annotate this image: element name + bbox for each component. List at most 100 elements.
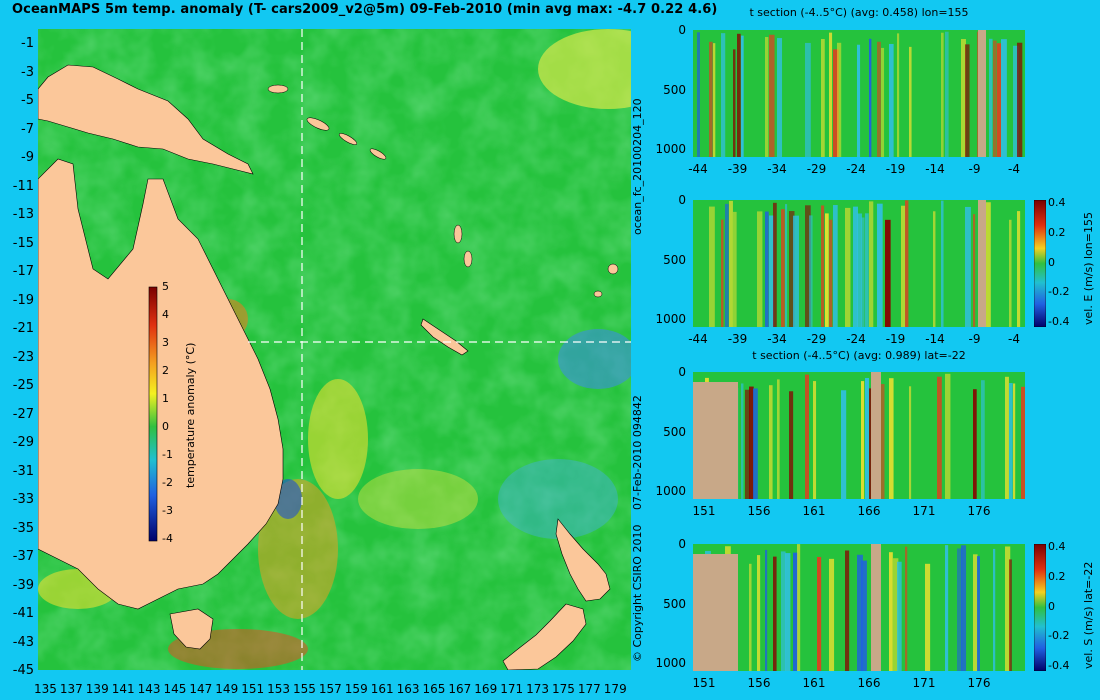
map-colorbar-label: temperature anomaly (°C) [184,342,197,488]
panel-x-tick: 171 [912,504,936,518]
map-y-tick: -35 [12,520,34,536]
panel-y-tick: 500 [663,424,686,439]
panel-x-tick: 171 [912,676,936,690]
panel-y-tick: 500 [663,596,686,611]
map-x-tick: 151 [241,682,265,696]
panel-colorbar-tick: 0.2 [1048,569,1066,583]
map-y-tick: -21 [12,321,34,336]
panel-x-tick: -24 [846,162,866,176]
panel-x-tick: 151 [692,504,716,518]
panel-x-tick: -14 [925,332,945,346]
map-y-tick: -17 [12,264,34,279]
panel-x-tick: 166 [857,676,881,690]
panel-y-tick: 0 [678,193,686,207]
map-y-tick: -25 [12,378,34,393]
map-x-tick: 145 [163,682,187,696]
map-y-tick: -11 [12,178,34,194]
panel-y-tick: 0 [678,23,686,37]
map-x-tick: 167 [448,682,472,696]
panel-colorbar-label: vel. E (m/s) lon=155 [1082,212,1095,325]
cbar-tick: -3 [162,504,173,517]
map-x-tick: 179 [603,682,627,696]
cbar-tick: -1 [162,448,173,461]
map-x-tick: 139 [85,682,109,696]
panel-title: t section (-4..5°C) (avg: 0.989) lat=-22 [752,349,966,362]
panel-colorbar-tick: -0.2 [1048,285,1070,299]
map-y-tick: -37 [12,549,34,564]
panel-x-tick: -4 [1008,332,1020,346]
panel-y-tick: 0 [678,365,686,379]
map-x-tick: 159 [344,682,368,696]
panel-y-tick: 1000 [655,142,686,156]
map-y-tick: -15 [12,235,34,251]
anomaly-map [38,29,631,670]
panel-x-tick: -39 [727,162,748,176]
map-x-tick: 155 [293,682,316,696]
map-y-tick: -31 [12,463,34,479]
map-x-tick: 149 [215,682,239,696]
map-y-tick: -33 [12,492,34,507]
map-y-tick: -43 [12,634,34,650]
panel-colorbar-tick: 0.4 [1048,540,1066,553]
section-plot [693,372,1025,499]
forecast-id-label: ocean_fc_20100204_120 [631,98,644,235]
panel-x-tick: -44 [688,332,708,346]
cbar-tick: 0 [162,420,169,433]
map-colorbar [148,286,158,542]
map-y-tick: -3 [21,64,34,80]
cbar-tick: 3 [162,336,169,349]
panel-x-tick: -9 [968,162,981,176]
section-plot [693,544,1025,671]
map-x-tick: 171 [500,682,524,696]
panel-y-tick: 0 [678,537,686,551]
map-y-tick: -7 [21,121,34,137]
panel-colorbar-tick: 0 [1048,599,1055,613]
panel-x-tick: 156 [747,676,771,690]
section-plot [693,30,1025,157]
panel-y-tick: 1000 [655,484,686,498]
panel-x-tick: 161 [802,504,826,518]
panel-x-tick: -4 [1008,162,1020,176]
panel-colorbar [1034,200,1046,327]
panel-x-tick: -29 [806,162,827,176]
map-y-tick: -27 [12,406,34,422]
panel-colorbar-tick: -0.2 [1048,629,1070,643]
map-x-tick: 161 [370,682,394,696]
cbar-tick: 4 [162,308,169,321]
cbar-tick: 2 [162,364,169,377]
copyright-label: © Copyright CSIRO 2010 [631,524,644,662]
map-y-tick: -9 [21,150,34,165]
australia-land [38,158,284,610]
map-y-tick: -45 [12,663,34,678]
cbar-tick: 5 [162,280,169,293]
cbar-tick: 1 [162,392,169,405]
panel-x-tick: 161 [802,676,826,690]
panel-x-tick: -19 [885,162,906,176]
panel-x-tick: -9 [968,332,981,346]
map-x-tick: 143 [137,682,161,696]
panel-x-tick: -34 [767,162,787,176]
map-x-tick: 175 [552,682,575,696]
map-y-tick: -41 [12,606,34,621]
panel-colorbar-tick: -0.4 [1048,315,1070,328]
panel-colorbar [1034,544,1046,671]
panel-x-tick: 176 [967,504,991,518]
panel-colorbar-tick: 0.2 [1048,225,1066,239]
panel-y-tick: 1000 [655,312,686,326]
map-y-tick: -19 [12,292,34,308]
panel-x-tick: -44 [688,162,708,176]
tasmania-land [169,608,214,650]
map-x-tick: 153 [267,682,290,696]
panel-title: t section (-4..5°C) (avg: 0.458) lon=155 [749,6,969,19]
map-x-tick: 169 [474,682,498,696]
section-plot [693,200,1025,327]
panel-colorbar-tick: 0.4 [1048,196,1066,209]
pacific-islands [267,84,619,298]
map-x-tick: 147 [189,682,213,696]
panel-x-tick: 166 [857,504,881,518]
map-y-tick: -23 [12,349,34,365]
panel-y-tick: 1000 [655,656,686,670]
cbar-tick: -2 [162,476,173,489]
new-zealand-north-island [555,518,611,602]
run-time-label: 07-Feb-2010 094842 [631,395,644,510]
